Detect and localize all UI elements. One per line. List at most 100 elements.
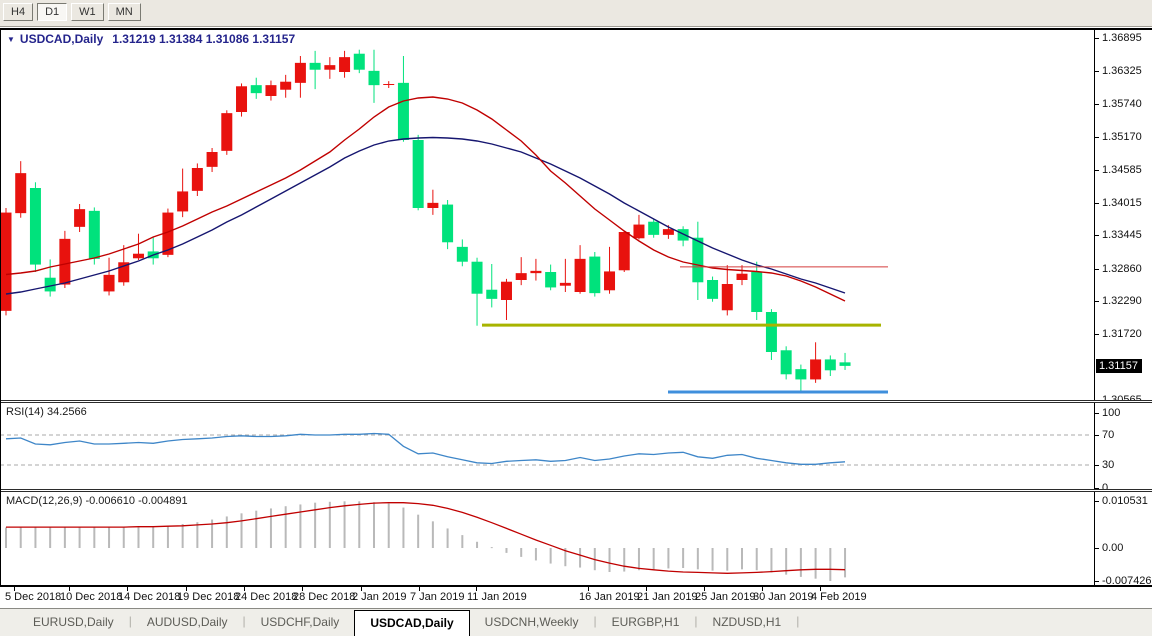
ma-fast-line [5,96,846,302]
tab-usdchf[interactable]: USDCHF,Daily [260,615,340,629]
candle-body [662,229,674,235]
date-tick [244,587,245,591]
candle-body [442,204,454,243]
candle-body [574,258,586,292]
candle-body [456,246,468,262]
candlestick-chart[interactable] [0,28,1094,400]
chart-title: ▼ USDCAD,Daily 1.31219 1.31384 1.31086 1.3… [7,32,295,46]
date-label: 14 Dec 2018 [118,591,181,603]
macd-label: MACD(12,26,9) -0.006610 -0.004891 [6,495,188,507]
candle-body [15,173,27,214]
macd-bar [431,521,434,548]
rsi-tick-label: 30 [1095,458,1114,472]
date-label: 2 Jan 2019 [352,591,407,603]
candle-body [751,272,763,312]
candle-body [412,140,424,208]
macd-bar [520,548,523,557]
rsi-panel[interactable]: RSI(14) 34.2566 [0,403,1094,489]
candle-body [471,261,483,294]
candle-body [530,270,542,274]
date-label: 25 Jan 2019 [695,591,756,603]
macd-bar [829,548,832,582]
candle-body [486,289,498,299]
candle-body [618,232,630,271]
macd-axis[interactable]: 0.010531 0.00 -0.007426 [1094,492,1152,587]
date-tick [646,587,647,591]
candle-body [191,168,203,191]
date-tick [820,587,821,591]
macd-bar [34,526,37,548]
candle-body [88,210,100,259]
rsi-line [5,432,846,465]
macd-bar [417,514,420,548]
date-axis[interactable]: 5 Dec 2018 10 Dec 2018 14 Dec 2018 19 Dec 2… [0,587,1152,608]
date-tick [127,587,128,591]
tab-audusd[interactable]: AUDUSD,Daily [146,615,228,629]
timeframe-button-mn[interactable]: MN [107,3,141,21]
macd-bar [78,526,81,548]
macd-bar [696,548,699,570]
panel-divider[interactable] [0,489,1152,492]
timeframe-button-d1[interactable]: D1 [37,3,68,21]
tab-usdcnh[interactable]: USDCNH,Weekly [484,615,579,629]
tab-eurgbp[interactable]: EURGBP,H1 [611,615,680,629]
price-axis[interactable]: 1.36895 1.36325 1.35740 1.35170 1.34585 1.340… [1094,28,1152,406]
macd-histogram [5,501,847,582]
macd-chart[interactable] [0,492,1094,585]
macd-bar [785,548,788,575]
macd-bar [269,508,272,548]
ma-slow-line [5,136,846,295]
candle-body [59,238,71,285]
timeframe-toolbar: H4 D1 W1 MN [0,0,1152,27]
macd-signal-line [6,502,846,574]
chart-dropdown-arrow-icon[interactable]: ▼ [7,35,15,44]
tab-usdcad[interactable]: USDCAD,Daily [354,610,470,636]
candle-body [515,273,527,280]
candle-body [339,57,351,72]
tab-nzdusd[interactable]: NZDUSD,H1 [712,615,782,629]
tab-eurusd[interactable]: EURUSD,Daily [33,615,114,629]
candle-body [221,113,233,151]
macd-panel[interactable]: MACD(12,26,9) -0.006610 -0.004891 [0,492,1094,585]
rsi-axis[interactable]: 100 70 30 0 [1094,403,1152,494]
candle-body [795,369,807,380]
candle-body [736,273,748,280]
date-tick [361,587,362,591]
macd-bar [181,524,184,548]
rsi-label: RSI(14) 34.2566 [6,406,87,418]
macd-bar [152,526,155,548]
date-label: 19 Dec 2018 [177,591,240,603]
candle-body [589,256,601,294]
macd-bar [225,516,228,548]
candle-body [353,53,365,70]
price-chart-panel[interactable]: ▼ USDCAD,Daily 1.31219 1.31384 1.31086 1.3… [0,28,1094,400]
macd-bar [166,525,169,548]
candle-body [206,152,218,167]
timeframe-button-h4[interactable]: H4 [3,3,34,21]
macd-bar [211,519,214,548]
chart-bottom-border [0,585,1152,587]
candle-body [0,212,12,311]
candle-body [824,359,836,371]
timeframe-button-w1[interactable]: W1 [71,3,104,21]
candle-body [500,281,512,300]
candle-body [397,82,409,140]
candle-body [604,271,616,291]
macd-bar [623,548,626,572]
candle-body [265,85,277,96]
candle-body [177,191,189,212]
tab-separator: | [242,614,246,628]
macd-bar [814,548,817,579]
macd-bar [314,502,317,548]
candle-body [74,209,86,227]
candle-body [118,262,130,283]
tab-separator: | [694,614,698,628]
rsi-chart[interactable] [0,403,1094,489]
macd-bar [196,522,199,548]
date-label: 30 Jan 2019 [753,591,814,603]
tab-separator: | [593,614,597,628]
macd-bar [299,504,302,548]
date-tick [588,587,589,591]
panel-divider[interactable] [0,400,1152,403]
